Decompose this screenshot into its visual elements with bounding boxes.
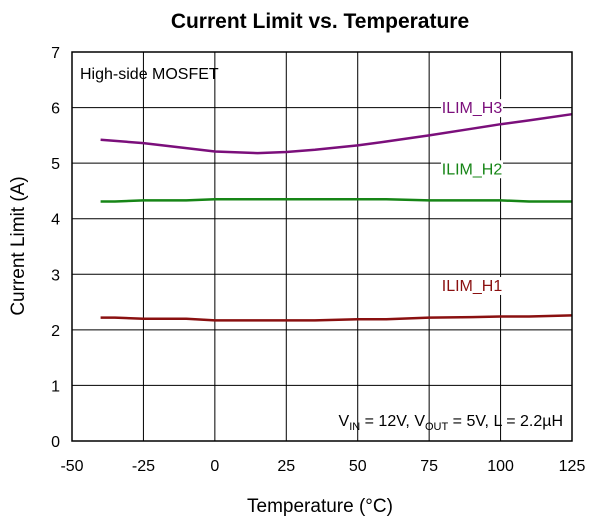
y-tick-labels: 0 1 2 3 4 5 6 7 [51,45,60,451]
series-label-bg [441,160,503,179]
annotation-high-side: High-side MOSFET [80,66,219,83]
vin-subscript: IN [349,421,360,433]
x-tick-label: 0 [210,458,219,475]
x-tick-label: -50 [60,458,83,475]
y-tick-label: 4 [51,212,60,229]
series-label-ilim-h1: ILIM_H1 [442,278,503,295]
x-axis-label: Temperature (°C) [247,496,393,517]
series-line-ilim-h3 [100,112,573,155]
x-tick-label: 100 [487,458,514,475]
y-tick-label: 0 [51,434,60,451]
conditions-annotation: VIN = 12V, VOUT = 5V, L = 2.2µH [339,413,563,433]
vout-subscript: OUT [425,421,449,433]
x-tick-label: 25 [277,458,295,475]
plot-frame [71,51,573,442]
vin-label: V [339,413,350,430]
y-tick-label: 7 [51,45,60,62]
series-labels: ILIM_H3 ILIM_H2 ILIM_H1 [441,99,503,295]
series-lines [100,112,573,322]
x-tick-label: 125 [559,458,586,475]
y-axis-label: Current Limit (A) [8,176,29,315]
y-tick-label: 3 [51,267,60,284]
series-line-ilim-h2 [100,198,572,203]
vout-label: V [414,413,425,430]
x-tick-label: 75 [420,458,438,475]
x-tick-label: 50 [349,458,367,475]
series-label-bg [441,99,503,118]
series-label-bg [441,276,503,295]
series-label-ilim-h3: ILIM_H3 [442,100,503,117]
chart-title: Current Limit vs. Temperature [171,10,469,33]
vout-value: = 5V, L = 2.2µH [448,413,563,430]
x-tick-label: -25 [132,458,155,475]
y-tick-label: 1 [51,378,60,395]
vin-value: = 12V, [360,413,414,430]
x-tick-labels: -50 -25 0 25 50 75 100 125 [60,458,585,475]
series-label-ilim-h2: ILIM_H2 [442,161,503,178]
series-line-ilim-h1 [100,314,573,322]
y-tick-label: 5 [51,156,60,173]
y-tick-label: 6 [51,101,60,118]
y-tick-label: 2 [51,323,60,340]
